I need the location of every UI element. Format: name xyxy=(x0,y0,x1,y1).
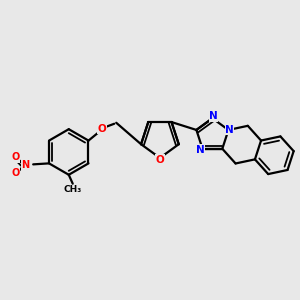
Text: O: O xyxy=(11,152,20,162)
Text: O: O xyxy=(11,168,20,178)
Text: O: O xyxy=(98,124,107,134)
Text: N: N xyxy=(21,160,29,170)
Text: CH₃: CH₃ xyxy=(64,185,82,194)
Text: N: N xyxy=(209,111,218,121)
Text: N: N xyxy=(225,125,234,135)
Text: O: O xyxy=(155,155,164,165)
Text: N: N xyxy=(196,145,205,155)
